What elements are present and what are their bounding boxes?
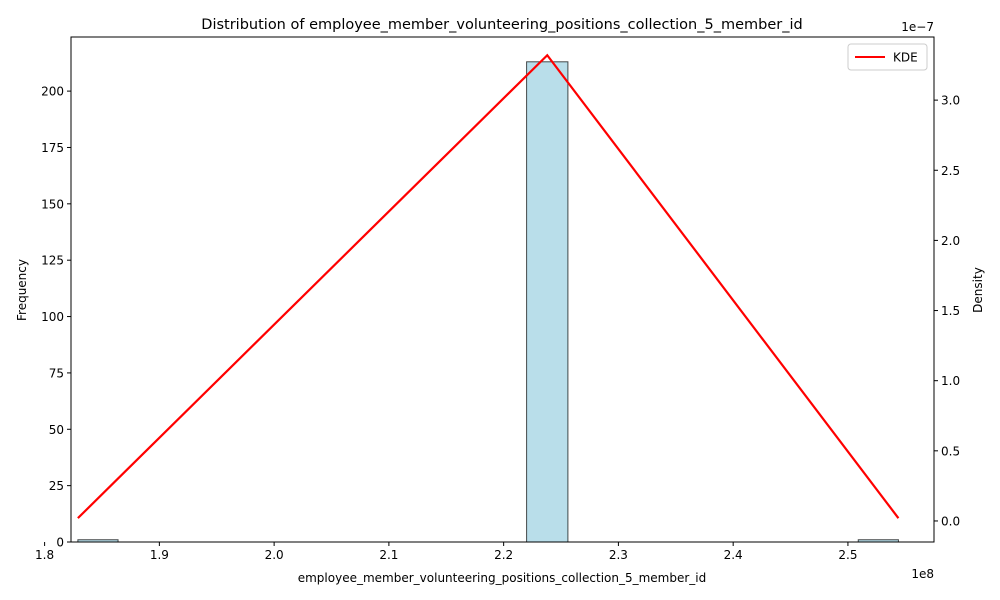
y2-offset-label: 1e−7 [901,20,934,34]
y2-tick-label: 2.0 [941,234,960,248]
y-axis-right: 0.0 0.5 1.0 1.5 2.0 2.5 3.0 [934,94,960,528]
kde-line [77,53,900,519]
y2-axis-label: Density [971,267,985,313]
x-tick-label: 1.9 [150,548,169,562]
y-tick-label: 150 [41,197,64,211]
y-tick-label: 200 [41,85,64,99]
y2-tick-label: 0.5 [941,444,960,458]
x-tick-label: 1.8 [35,548,54,562]
y2-tick-label: 0.0 [941,514,960,528]
kde-layer [77,53,900,519]
legend-kde-label: KDE [893,51,918,65]
histogram-bars [77,61,899,543]
y-tick-label: 175 [41,141,64,155]
x-tick-label: 2.5 [838,548,857,562]
x-tick-label: 2.0 [265,548,284,562]
y2-tick-label: 3.0 [941,94,960,108]
x-tick-label: 2.3 [609,548,628,562]
legend: KDE [847,43,928,71]
y-tick-label: 100 [41,310,64,324]
y-tick-label: 50 [49,423,64,437]
y-axis-left: 0 25 50 75 100 125 150 175 200 [41,85,71,550]
x-tick-label: 2.1 [379,548,398,562]
y-tick-label: 25 [49,479,64,493]
y-tick-label: 75 [49,366,64,380]
plot-frame [70,36,935,543]
y-tick-label: 125 [41,254,64,268]
y2-tick-label: 1.5 [941,304,960,318]
y-axis-label: Frequency [15,259,29,321]
x-offset-label: 1e8 [911,567,934,581]
y2-tick-label: 1.0 [941,374,960,388]
x-axis: 1.8 1.9 2.0 2.1 2.2 2.3 2.4 2.5 [35,542,857,562]
y2-tick-label: 2.5 [941,164,960,178]
chart-title: Distribution of employee_member_voluntee… [201,17,802,33]
x-tick-label: 2.4 [724,548,743,562]
y-tick-label: 0 [56,536,64,550]
legend-box [847,43,928,71]
histogram-bar [526,61,569,543]
x-tick-label: 2.2 [494,548,513,562]
x-axis-label: employee_member_volunteering_positions_c… [298,571,707,585]
